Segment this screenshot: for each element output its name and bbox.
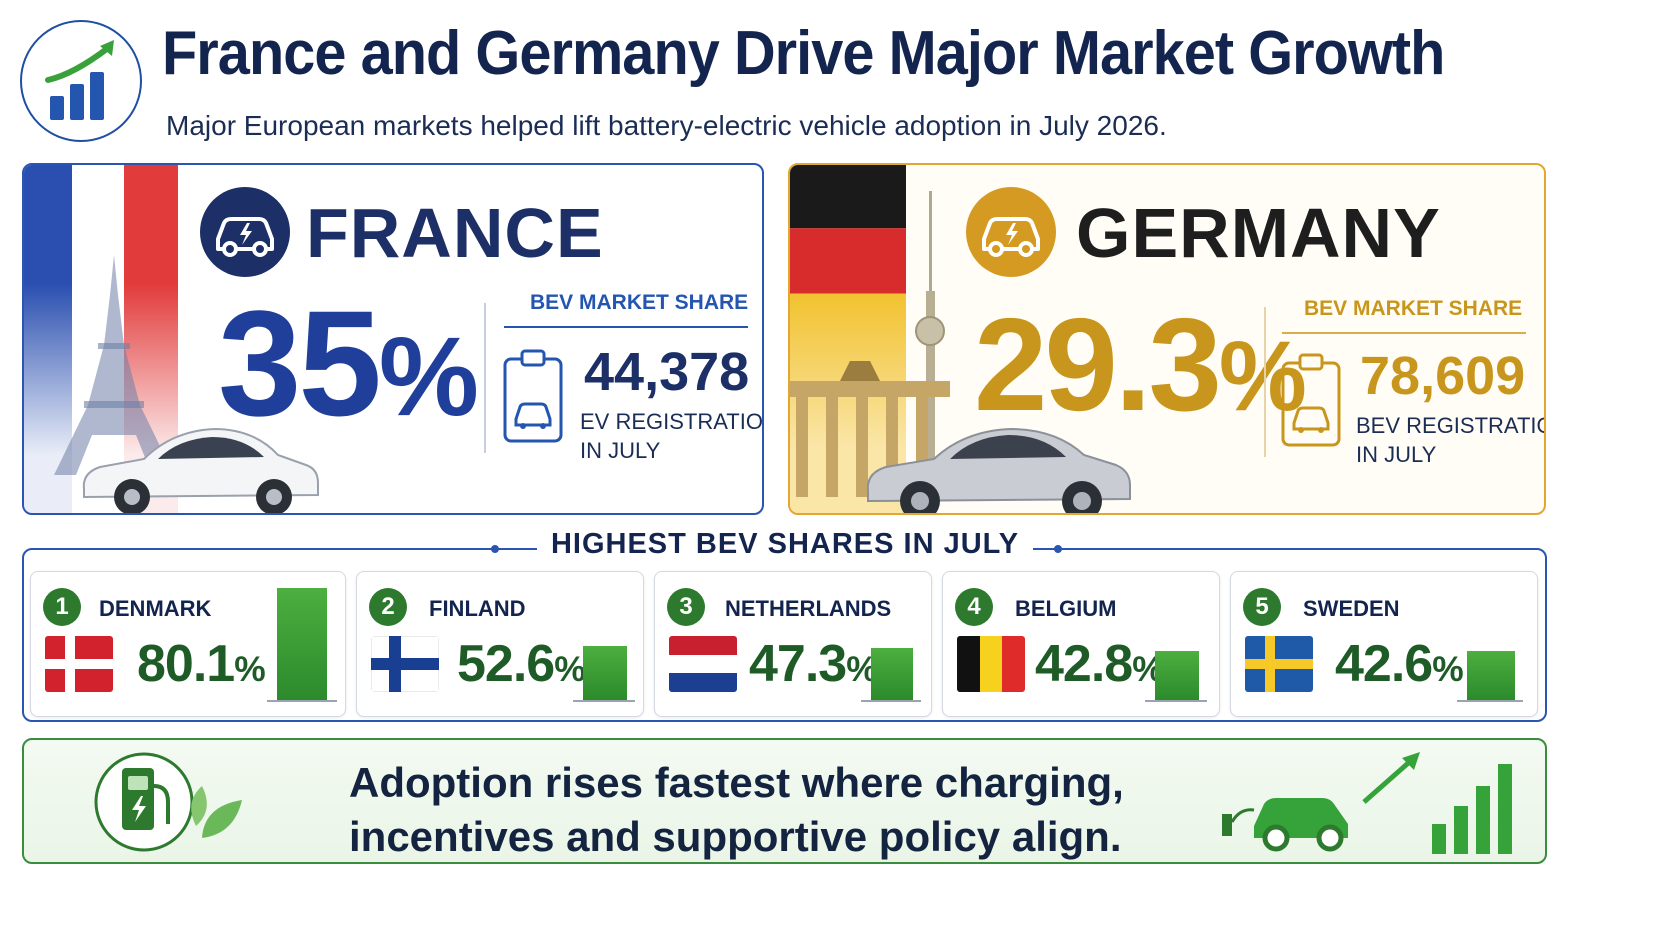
banner-line-1: Adoption rises fastest where charging, — [349, 759, 1124, 806]
rank-bar-finland — [583, 646, 627, 700]
rank-bar-baseline — [1457, 700, 1523, 702]
leaf-icon — [191, 786, 242, 838]
electric-car-icon — [982, 217, 1040, 257]
growth-chart-logo — [20, 20, 142, 142]
clipboard-car-icon — [503, 349, 563, 443]
germany-reg-label-2: IN JULY — [1356, 442, 1437, 467]
rank-value: 47.3% — [749, 635, 878, 693]
france-card: FRANCE 35% BEV MARKET SHARE 44,378 EV RE… — [22, 163, 764, 515]
rank-bar-baseline — [573, 700, 635, 702]
belgium-flag-icon — [957, 636, 1025, 692]
france-share: 35% — [218, 279, 479, 447]
heading-dot-right — [1054, 545, 1062, 553]
rank-bar-baseline — [861, 700, 921, 702]
electric-car-icon — [216, 217, 274, 257]
france-divider — [484, 303, 486, 453]
rank-bar-baseline — [1145, 700, 1207, 702]
rank-bar-sweden — [1467, 651, 1515, 700]
rank-country-name: FINLAND — [429, 596, 526, 621]
germany-share: 29.3% — [974, 291, 1307, 438]
france-name: FRANCE — [306, 194, 604, 272]
rank-bar-denmark — [277, 588, 327, 700]
white-car-illustration — [82, 427, 319, 513]
france-reg-label-2: IN JULY — [580, 438, 661, 463]
germany-divider — [1264, 307, 1266, 457]
rank-bar-belgium — [1155, 651, 1199, 700]
rank-value: 80.1% — [137, 635, 266, 693]
rank-card-denmark: 1 DENMARK 80.1% — [30, 571, 346, 717]
page-subtitle: Major European markets helped lift batte… — [166, 110, 1167, 141]
germany-card: GERMANY 29.3% BEV MARKET SHARE 78,609 BE… — [788, 163, 1546, 515]
france-registrations: 44,378 — [584, 342, 750, 402]
rank-country-name: BELGIUM — [1015, 596, 1117, 621]
germany-reg-label-1: BEV REGISTRATIONS — [1356, 413, 1544, 438]
rank-value: 52.6% — [457, 635, 586, 693]
eiffel-tower-icon — [54, 255, 174, 475]
rank-number: 5 — [1243, 588, 1281, 626]
rank-card-belgium: 4 BELGIUM 42.8% — [942, 571, 1220, 717]
rank-bar-netherlands — [871, 648, 913, 700]
france-share-rule — [504, 326, 748, 328]
france-car-badge — [200, 187, 290, 277]
rank-number: 4 — [955, 588, 993, 626]
germany-name: GERMANY — [1076, 194, 1441, 272]
policy-banner: Adoption rises fastest where charging, i… — [22, 738, 1547, 864]
rank-bar-baseline — [267, 700, 337, 702]
rank-number: 3 — [667, 588, 705, 626]
ranking-heading: HIGHEST BEV SHARES IN JULY — [0, 528, 1570, 561]
rank-country-name: DENMARK — [99, 596, 212, 621]
banner-line-2: incentives and supportive policy align. — [349, 813, 1122, 860]
netherlands-flag-icon — [669, 636, 737, 692]
rank-country-name: SWEDEN — [1303, 596, 1400, 621]
rank-value: 42.6% — [1335, 635, 1464, 693]
rank-card-netherlands: 3 NETHERLANDS 47.3% — [654, 571, 932, 717]
rank-number: 1 — [43, 588, 81, 626]
growth-chart-icon — [45, 40, 114, 120]
germany-car-badge — [966, 187, 1056, 277]
germany-registrations: 78,609 — [1360, 346, 1526, 406]
germany-share-rule — [1282, 332, 1526, 334]
denmark-flag-icon — [45, 636, 113, 692]
finland-flag-icon — [371, 636, 439, 692]
banner-message: Adoption rises fastest where charging, i… — [349, 756, 1124, 864]
rank-card-sweden: 5 SWEDEN 42.6% — [1230, 571, 1538, 717]
heading-dot-left — [491, 545, 499, 553]
rank-value: 42.8% — [1035, 635, 1164, 693]
rank-number: 2 — [369, 588, 407, 626]
france-reg-label-1: EV REGISTRATIONS — [580, 409, 763, 434]
sweden-flag-icon — [1245, 636, 1313, 692]
charging-station-icon — [94, 752, 242, 852]
silver-car-illustration — [866, 427, 1131, 513]
car-growth-icon — [1222, 752, 1512, 854]
germany-share-label: BEV MARKET SHARE — [1304, 297, 1523, 320]
france-share-label: BEV MARKET SHARE — [530, 291, 749, 314]
clipboard-car-icon — [1281, 353, 1341, 447]
page-title: France and Germany Drive Major Market Gr… — [162, 19, 1445, 88]
rank-card-finland: 2 FINLAND 52.6% — [356, 571, 644, 717]
rank-country-name: NETHERLANDS — [725, 596, 892, 621]
